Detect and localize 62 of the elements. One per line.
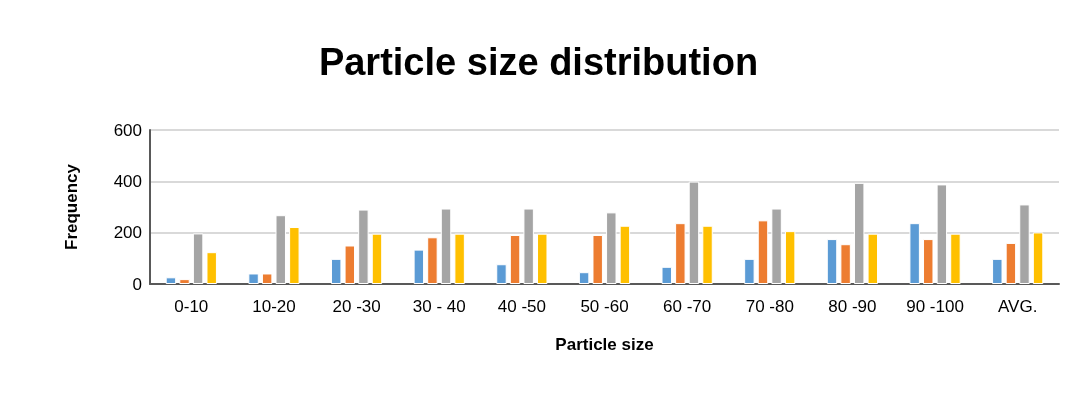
bar [248, 273, 259, 284]
bar [344, 245, 356, 284]
y-tick-label: 600 [113, 120, 142, 140]
bar [440, 208, 452, 284]
bar [1005, 242, 1017, 284]
bar [509, 234, 521, 284]
bar [853, 182, 865, 284]
y-tick-label: 200 [113, 223, 142, 243]
bar [702, 225, 713, 284]
bar [454, 233, 465, 284]
chart-title: Particle size distribution [318, 41, 759, 83]
bar [950, 233, 961, 284]
bar [936, 184, 948, 284]
bar [661, 266, 672, 284]
bar [289, 227, 300, 284]
bar [427, 237, 438, 284]
bar [909, 223, 920, 284]
bar [358, 209, 369, 284]
bar [371, 233, 383, 284]
x-tick-label: 30 - 40 [412, 297, 466, 316]
x-tick-label: 20 -30 [332, 297, 381, 316]
bar [840, 244, 851, 284]
x-tick-label: AVG. [997, 297, 1038, 316]
x-tick-label: 80 -90 [828, 297, 877, 316]
y-tick-label: 400 [113, 171, 142, 191]
bar [675, 223, 686, 284]
bar [771, 208, 782, 284]
x-axis-title: Particle size [555, 335, 654, 354]
y-tick-label: 0 [132, 274, 142, 294]
bar [261, 273, 273, 284]
bar [496, 264, 507, 284]
x-tick-label: 10-20 [252, 297, 296, 316]
bar [275, 215, 286, 284]
bar [206, 252, 217, 284]
bar [1019, 204, 1030, 284]
bar [826, 239, 838, 284]
bar [592, 234, 603, 284]
bar [1032, 232, 1044, 284]
bar [784, 231, 796, 284]
bar [179, 279, 190, 284]
bar [923, 239, 934, 284]
bar [537, 233, 548, 284]
bar [606, 212, 617, 284]
bar [992, 258, 1003, 284]
x-tick-label: 90 -100 [906, 297, 964, 316]
bar [744, 258, 755, 284]
bar [165, 277, 177, 284]
bar [688, 181, 700, 284]
bar [192, 233, 204, 284]
x-tick-label: 50 -60 [580, 297, 629, 316]
bar [757, 220, 769, 284]
y-axis-title: Frequency [62, 163, 81, 250]
bar [330, 258, 342, 284]
bar [413, 249, 425, 284]
bar [578, 272, 590, 284]
x-tick-label: 0-10 [174, 297, 209, 316]
bar [523, 208, 534, 284]
x-tick-label: 40 -50 [497, 297, 546, 316]
bar [867, 233, 879, 284]
x-tick-label: 60 -70 [663, 297, 712, 316]
x-tick-label: 70 -80 [745, 297, 794, 316]
bar [619, 225, 631, 284]
